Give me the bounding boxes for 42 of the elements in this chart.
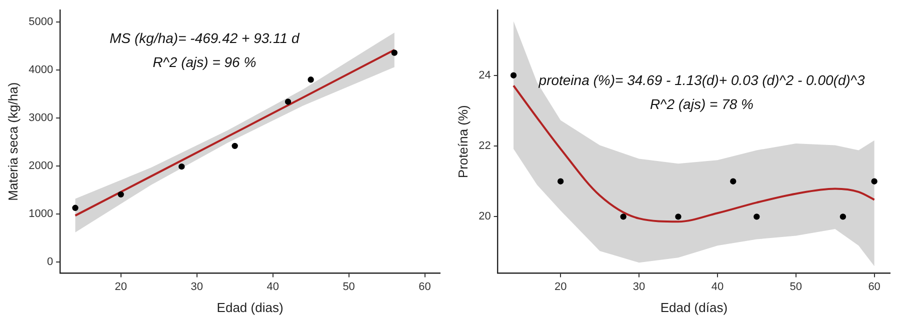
x-tick-label: 30 [632,280,646,293]
x-tick-label: 40 [266,280,279,293]
annotation: R^2 (ajs) = 96 % [152,54,256,70]
point [730,178,736,184]
annotation: proteina (%)= 34.69 - 1.13(d)+ 0.03 (d)^2 - 0.00(d)^3 [538,72,865,88]
point [308,76,314,83]
point [557,178,564,184]
x-tick-label: 50 [342,280,355,293]
y-tick-label: 3000 [28,112,54,124]
x-tick-label: 50 [790,280,802,293]
y-tick-label: 0 [46,256,54,268]
point [840,214,846,220]
x-tick-label: 60 [418,280,431,293]
point [72,204,78,211]
point [620,214,626,220]
y-tick-label: 22 [478,140,491,152]
point [118,191,124,198]
y-tick-label: 5000 [28,16,54,28]
x-tick-label: 20 [114,280,127,293]
point [178,163,185,170]
point [871,178,878,184]
x-tick-label: 30 [190,280,203,293]
point [391,50,398,56]
y-tick-label: 20 [478,210,491,223]
x-axis-title: Edad (días) [660,300,728,315]
point [754,214,760,220]
point [232,142,238,150]
x-axis-title: Edad (dias) [216,300,284,315]
y-tick-label: 4000 [28,64,54,76]
annotation: MS (kg/ha)= -469.42 + 93.11 d [110,30,300,46]
point [675,214,682,220]
point [510,72,517,78]
x-tick-label: 40 [711,280,724,293]
x-tick-label: 20 [554,280,567,293]
y-tick-label: 24 [478,69,491,82]
y-tick-label: 2000 [28,160,54,172]
y-axis-title: Proteína (%) [455,105,470,178]
y-axis-title: Materia seca (kg/ha) [5,82,20,201]
x-tick-label: 60 [868,280,880,293]
y-tick-label: 1000 [28,208,54,220]
point [284,98,292,105]
annotation: R^2 (ajs) = 78 % [650,96,754,112]
